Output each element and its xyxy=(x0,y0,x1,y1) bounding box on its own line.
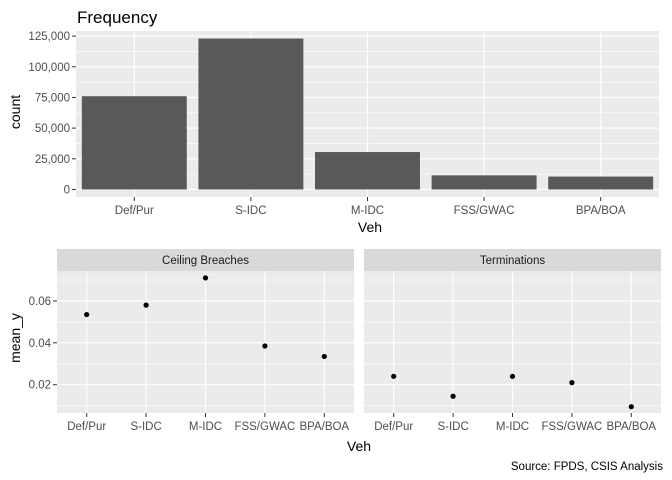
x-tick-label: FSS/GWAC xyxy=(454,205,515,217)
y-tick-label: 100,000 xyxy=(28,62,70,74)
x-tick-label: FSS/GWAC xyxy=(234,421,295,433)
point-terminations-bpa-boa xyxy=(628,404,634,410)
x-tick-label: Def/Pur xyxy=(374,421,413,433)
bar-s-idc xyxy=(198,38,304,190)
y-tick-label: 125,000 xyxy=(28,31,70,43)
bar-chart-x-axis-label: Veh xyxy=(358,219,382,235)
x-tick-label: Def/Pur xyxy=(115,205,154,217)
point-terminations-fss-gwac xyxy=(569,380,575,386)
point-terminations-def-pur xyxy=(391,373,397,379)
bar-fss-gwac xyxy=(431,175,537,190)
y-tick-label: 25,000 xyxy=(35,154,70,166)
point-ceiling-breaches-fss-gwac xyxy=(262,343,268,349)
point-ceiling-breaches-def-pur xyxy=(84,311,90,318)
bar-chart-panel: 0 25,000 50,000 75,000 100,000 125,000 Def/Pur… xyxy=(28,31,659,217)
facet-strip xyxy=(57,249,354,271)
x-tick-label: M-IDC xyxy=(189,421,222,433)
bar-bpa-boa xyxy=(548,176,654,190)
y-tick-label: 75,000 xyxy=(35,92,70,104)
x-tick-label: S-IDC xyxy=(235,205,266,217)
facet-terminations: Terminations Def/Pur S-IDC M-IDC FSS/GWAC BPA… xyxy=(364,249,661,433)
chart-title: Frequency xyxy=(77,8,158,27)
point-ceiling-breaches-m-idc xyxy=(202,275,209,281)
x-tick-label: S-IDC xyxy=(130,421,161,433)
bar-def-pur xyxy=(81,96,187,190)
y-tick-label: 50,000 xyxy=(35,123,70,135)
x-tick-label: Def/Pur xyxy=(67,421,106,433)
point-ceiling-breaches-s-idc xyxy=(143,302,149,308)
y-tick-label: 0.04 xyxy=(29,338,52,350)
x-tick-label: FSS/GWAC xyxy=(541,421,602,433)
x-tick-label: M-IDC xyxy=(496,421,529,433)
x-tick-label: S-IDC xyxy=(437,421,468,433)
source-caption: Source: FPDS, CSIS Analysis xyxy=(511,461,663,473)
y-tick-label: 0.02 xyxy=(29,380,51,392)
point-terminations-s-idc xyxy=(450,393,456,399)
x-tick-label: M-IDC xyxy=(351,205,384,217)
y-tick-label: 0 xyxy=(64,184,70,196)
bar-chart-y-axis-label: count xyxy=(7,95,23,129)
scatter-y-axis-label: mean_y xyxy=(7,313,23,363)
point-terminations-m-idc xyxy=(509,373,516,379)
facet-ceiling-breaches: Ceiling Breaches 0.02 0.04 0.06 Def/Pur S-IDC… xyxy=(29,249,354,433)
facet-strip-label: Ceiling Breaches xyxy=(162,255,249,267)
facet-strip-label: Terminations xyxy=(480,255,545,267)
x-tick-label: BPA/BOA xyxy=(606,421,656,433)
scatter-x-axis-label: Veh xyxy=(347,438,371,454)
point-ceiling-breaches-bpa-boa xyxy=(321,353,327,360)
facet-strip xyxy=(364,249,661,271)
bar-m-idc xyxy=(315,152,420,190)
x-tick-label: BPA/BOA xyxy=(576,205,626,217)
y-tick-label: 0.06 xyxy=(29,296,51,308)
x-tick-label: BPA/BOA xyxy=(299,421,349,433)
